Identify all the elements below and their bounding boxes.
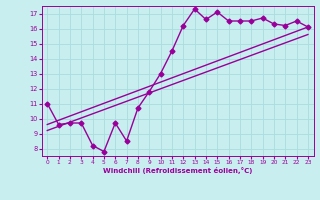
X-axis label: Windchill (Refroidissement éolien,°C): Windchill (Refroidissement éolien,°C) — [103, 167, 252, 174]
